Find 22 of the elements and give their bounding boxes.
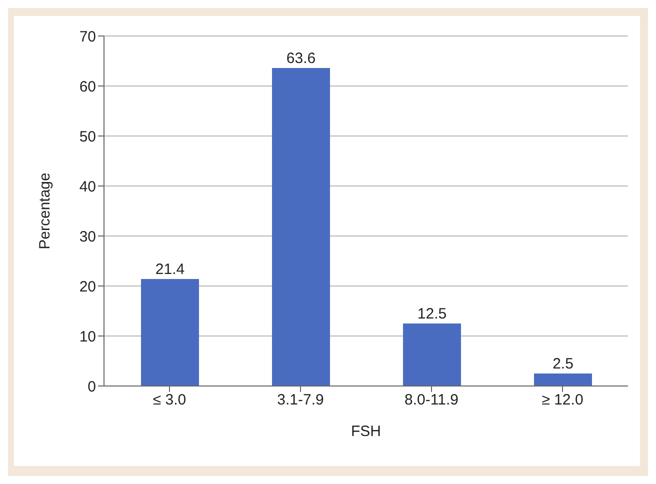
y-tick-label: 30 <box>79 228 96 246</box>
y-tick-label: 60 <box>79 78 96 96</box>
y-tick-label: 10 <box>79 328 96 346</box>
x-tick-label: ≤ 3.0 <box>152 392 186 409</box>
data-label: 21.4 <box>155 261 185 278</box>
x-tick-label: ≥ 12.0 <box>542 392 584 409</box>
bar <box>272 68 330 386</box>
y-tick-label: 40 <box>79 178 96 196</box>
bar <box>141 279 199 386</box>
y-axis-title: Percentage <box>36 172 54 250</box>
data-label: 63.6 <box>286 50 316 67</box>
bar <box>534 374 592 386</box>
x-axis-title: FSH <box>351 423 381 440</box>
data-label: 2.5 <box>552 356 574 372</box>
y-tick-label: 50 <box>79 128 96 146</box>
data-label: 12.5 <box>417 306 447 322</box>
y-tick-label: 0 <box>88 378 96 396</box>
y-tick-label: 70 <box>79 28 96 46</box>
x-tick-label: 8.0-11.9 <box>404 392 458 409</box>
y-tick-label: 20 <box>79 278 96 296</box>
bar <box>403 324 461 386</box>
x-tick-label: 3.1-7.9 <box>277 392 324 409</box>
